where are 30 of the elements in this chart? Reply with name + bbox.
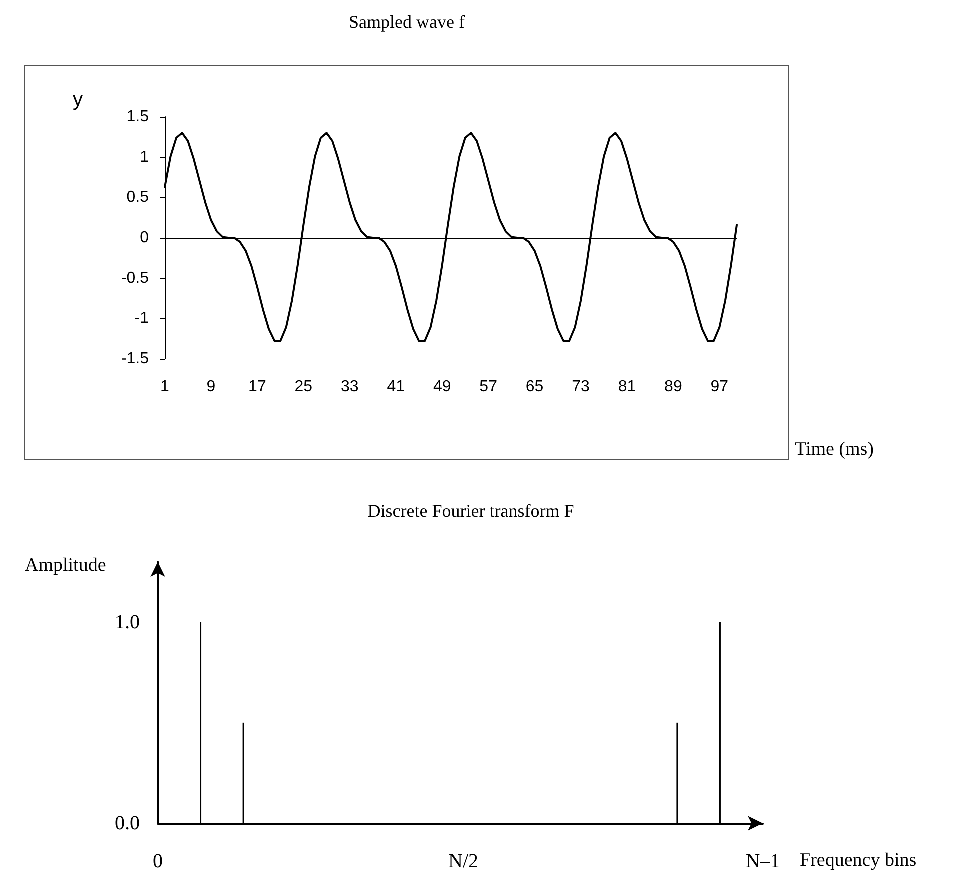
x-axis-title: Frequency bins: [800, 850, 917, 871]
x-tick-label: N/2: [448, 850, 479, 872]
x-tick-label: 9: [206, 378, 216, 396]
x-tick-label: 65: [526, 378, 544, 396]
x-tick-label: 73: [572, 378, 590, 396]
x-tick-label: 97: [710, 378, 729, 396]
y-tick-label: 1: [140, 148, 150, 166]
x-tick-label: 17: [248, 378, 266, 396]
y-tick-label: -1.5: [121, 350, 150, 368]
y-tick-label: 0.0: [115, 812, 140, 834]
chart-title: Sampled wave f: [349, 12, 465, 32]
y-tick-label: 0: [140, 230, 150, 246]
x-tick-label: 41: [387, 378, 406, 396]
x-tick-label: 25: [294, 378, 313, 396]
x-tick-label: 1: [160, 378, 170, 396]
y-axis-title: y: [73, 89, 83, 111]
y-axis-title: Amplitude: [25, 555, 106, 576]
y-tick-label: -1: [134, 310, 150, 328]
x-tick-label: 49: [433, 378, 452, 396]
x-axis-title: Time (ms): [795, 439, 874, 460]
y-tick-label: 0.5: [126, 189, 150, 206]
y-tick-label: 1.5: [126, 108, 150, 126]
x-tick-label: N–1: [746, 850, 780, 872]
y-tick-label: 1.0: [115, 611, 140, 634]
y-tick-label: -0.5: [121, 270, 150, 287]
chart-title: Discrete Fourier transform F: [368, 501, 574, 521]
x-tick-label: 57: [480, 378, 498, 396]
x-tick-label: 33: [340, 378, 359, 396]
x-tick-label: 89: [664, 378, 682, 396]
x-tick-label: 81: [618, 378, 636, 396]
